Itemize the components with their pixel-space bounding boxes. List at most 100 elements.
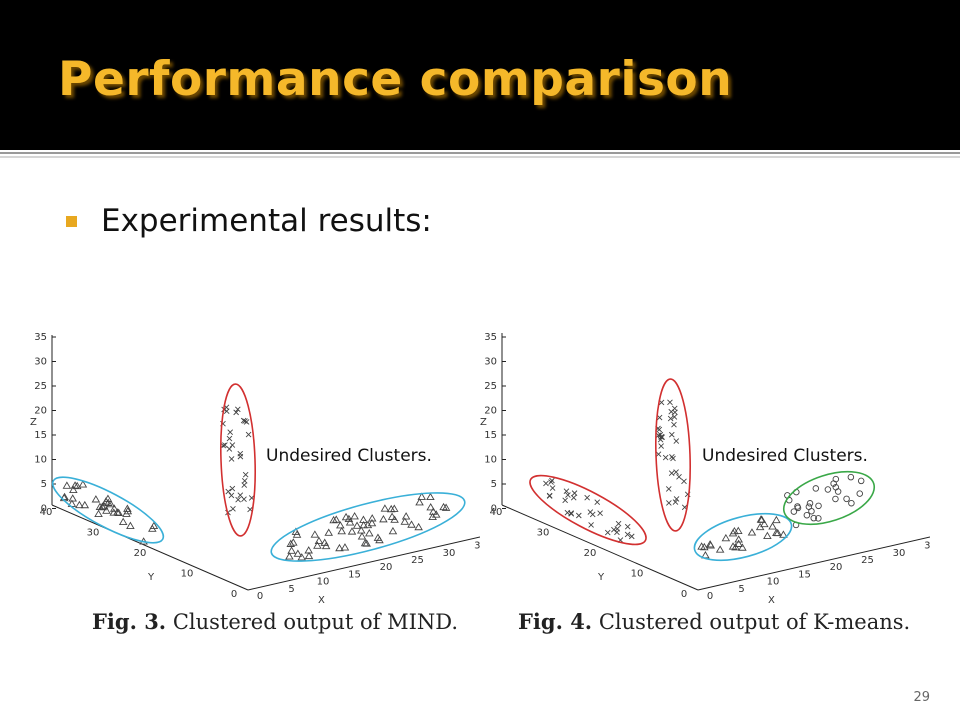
x-marker [237,492,244,498]
x-marker [575,512,582,519]
triangle-marker [763,531,772,540]
z-tick-label: 35 [484,332,497,343]
axes [51,335,480,591]
x-marker [671,414,678,420]
y-tick-label: 30 [87,528,100,539]
triangle-marker [779,530,788,538]
triangle-marker [314,536,324,545]
cluster-ellipse [51,476,165,544]
circle-marker [810,514,817,522]
x-marker [237,453,244,460]
x-tick-label: 0 [257,591,263,602]
x-marker [222,442,228,448]
triangle-marker [426,492,435,501]
triangle-marker [103,498,113,506]
caption-prefix: Fig. 4. [518,609,593,634]
x-marker [656,426,663,433]
x-marker [673,469,679,475]
x-tick-label: 25 [861,555,874,566]
triangle-marker [367,518,377,527]
undesired-clusters-label: Undesired Clusters. [702,446,868,466]
triangle-marker [356,526,366,534]
triangle-marker [148,524,157,532]
x-marker [594,499,601,505]
x-marker [681,478,687,485]
header-divider-light [0,156,960,158]
z-tick-label: 25 [34,381,47,392]
y-tick-label: 20 [134,548,147,559]
figure-caption: Fig. 3. Clustered output of MIND. [92,609,458,634]
x-marker [546,492,553,499]
x-marker [615,520,622,527]
x-marker [587,509,594,515]
triangle-marker [341,512,351,521]
figure-caption: Fig. 4. Clustered output of K-means. [518,609,910,634]
triangle-marker [387,512,397,520]
triangle-marker [734,535,743,543]
triangle-marker [367,514,377,522]
z-tick-label: 20 [34,406,47,417]
triangle-marker [772,515,781,524]
x-marker [571,490,578,496]
cluster-ellipse [782,470,876,526]
x-marker [227,429,234,436]
triangle-marker [68,494,77,502]
x-marker [228,492,235,499]
triangle-marker [350,512,359,520]
x-marker [234,406,241,413]
x-tick-label: 30 [443,548,456,559]
z-tick-label: 10 [484,455,497,466]
x-tick-label: 20 [830,562,843,573]
x-tick-label: 5 [738,584,744,595]
cluster-ellipse [270,492,466,562]
triangle-marker [91,495,101,503]
y-tick-label: 0 [681,589,687,600]
cluster-ellipse [529,474,647,546]
triangle-marker [415,498,424,506]
triangle-marker [331,515,341,523]
x-marker [667,415,674,422]
z-tick-label: 30 [484,357,497,368]
z-tick-label: 35 [34,332,47,343]
triangle-marker [75,500,84,509]
triangle-marker [734,526,743,534]
x-marker [230,505,236,512]
triangle-marker [99,501,109,510]
x-marker [668,431,675,438]
triangle-marker [363,520,373,529]
triangle-marker [320,538,329,546]
y-tick-label: 40 [490,507,503,518]
circle-marker [848,499,855,507]
triangle-marker [388,526,398,535]
x-tick-label: 0 [707,591,713,602]
triangle-marker [760,519,769,528]
x-marker [665,486,672,492]
x-marker [624,531,631,538]
triangle-marker [734,539,743,547]
x-marker [604,529,611,536]
header-divider [0,152,960,154]
triangle-marker [72,481,82,490]
x-marker [563,488,570,495]
triangle-marker [738,543,747,551]
circle-marker [843,495,850,503]
triangle-marker [340,543,350,551]
circle-marker [790,508,798,515]
x-tick-label: 25 [411,555,424,566]
x-marker [564,509,571,516]
triangle-marker [755,522,765,531]
triangle-marker [773,528,782,537]
z-tick-label: 15 [34,430,47,441]
cluster-ellipse [220,383,256,537]
circle-marker [830,480,837,487]
x-tick-label: 35 [474,541,480,552]
circle-marker [857,477,865,485]
triangle-marker [407,520,416,528]
z-tick-labels: 35 30 25 20 15 10 5 0 [484,332,506,515]
triangle-marker [293,549,303,557]
x-marker [549,485,556,491]
x-marker [673,438,680,444]
triangle-marker [747,528,757,536]
triangle-marker [292,530,302,538]
